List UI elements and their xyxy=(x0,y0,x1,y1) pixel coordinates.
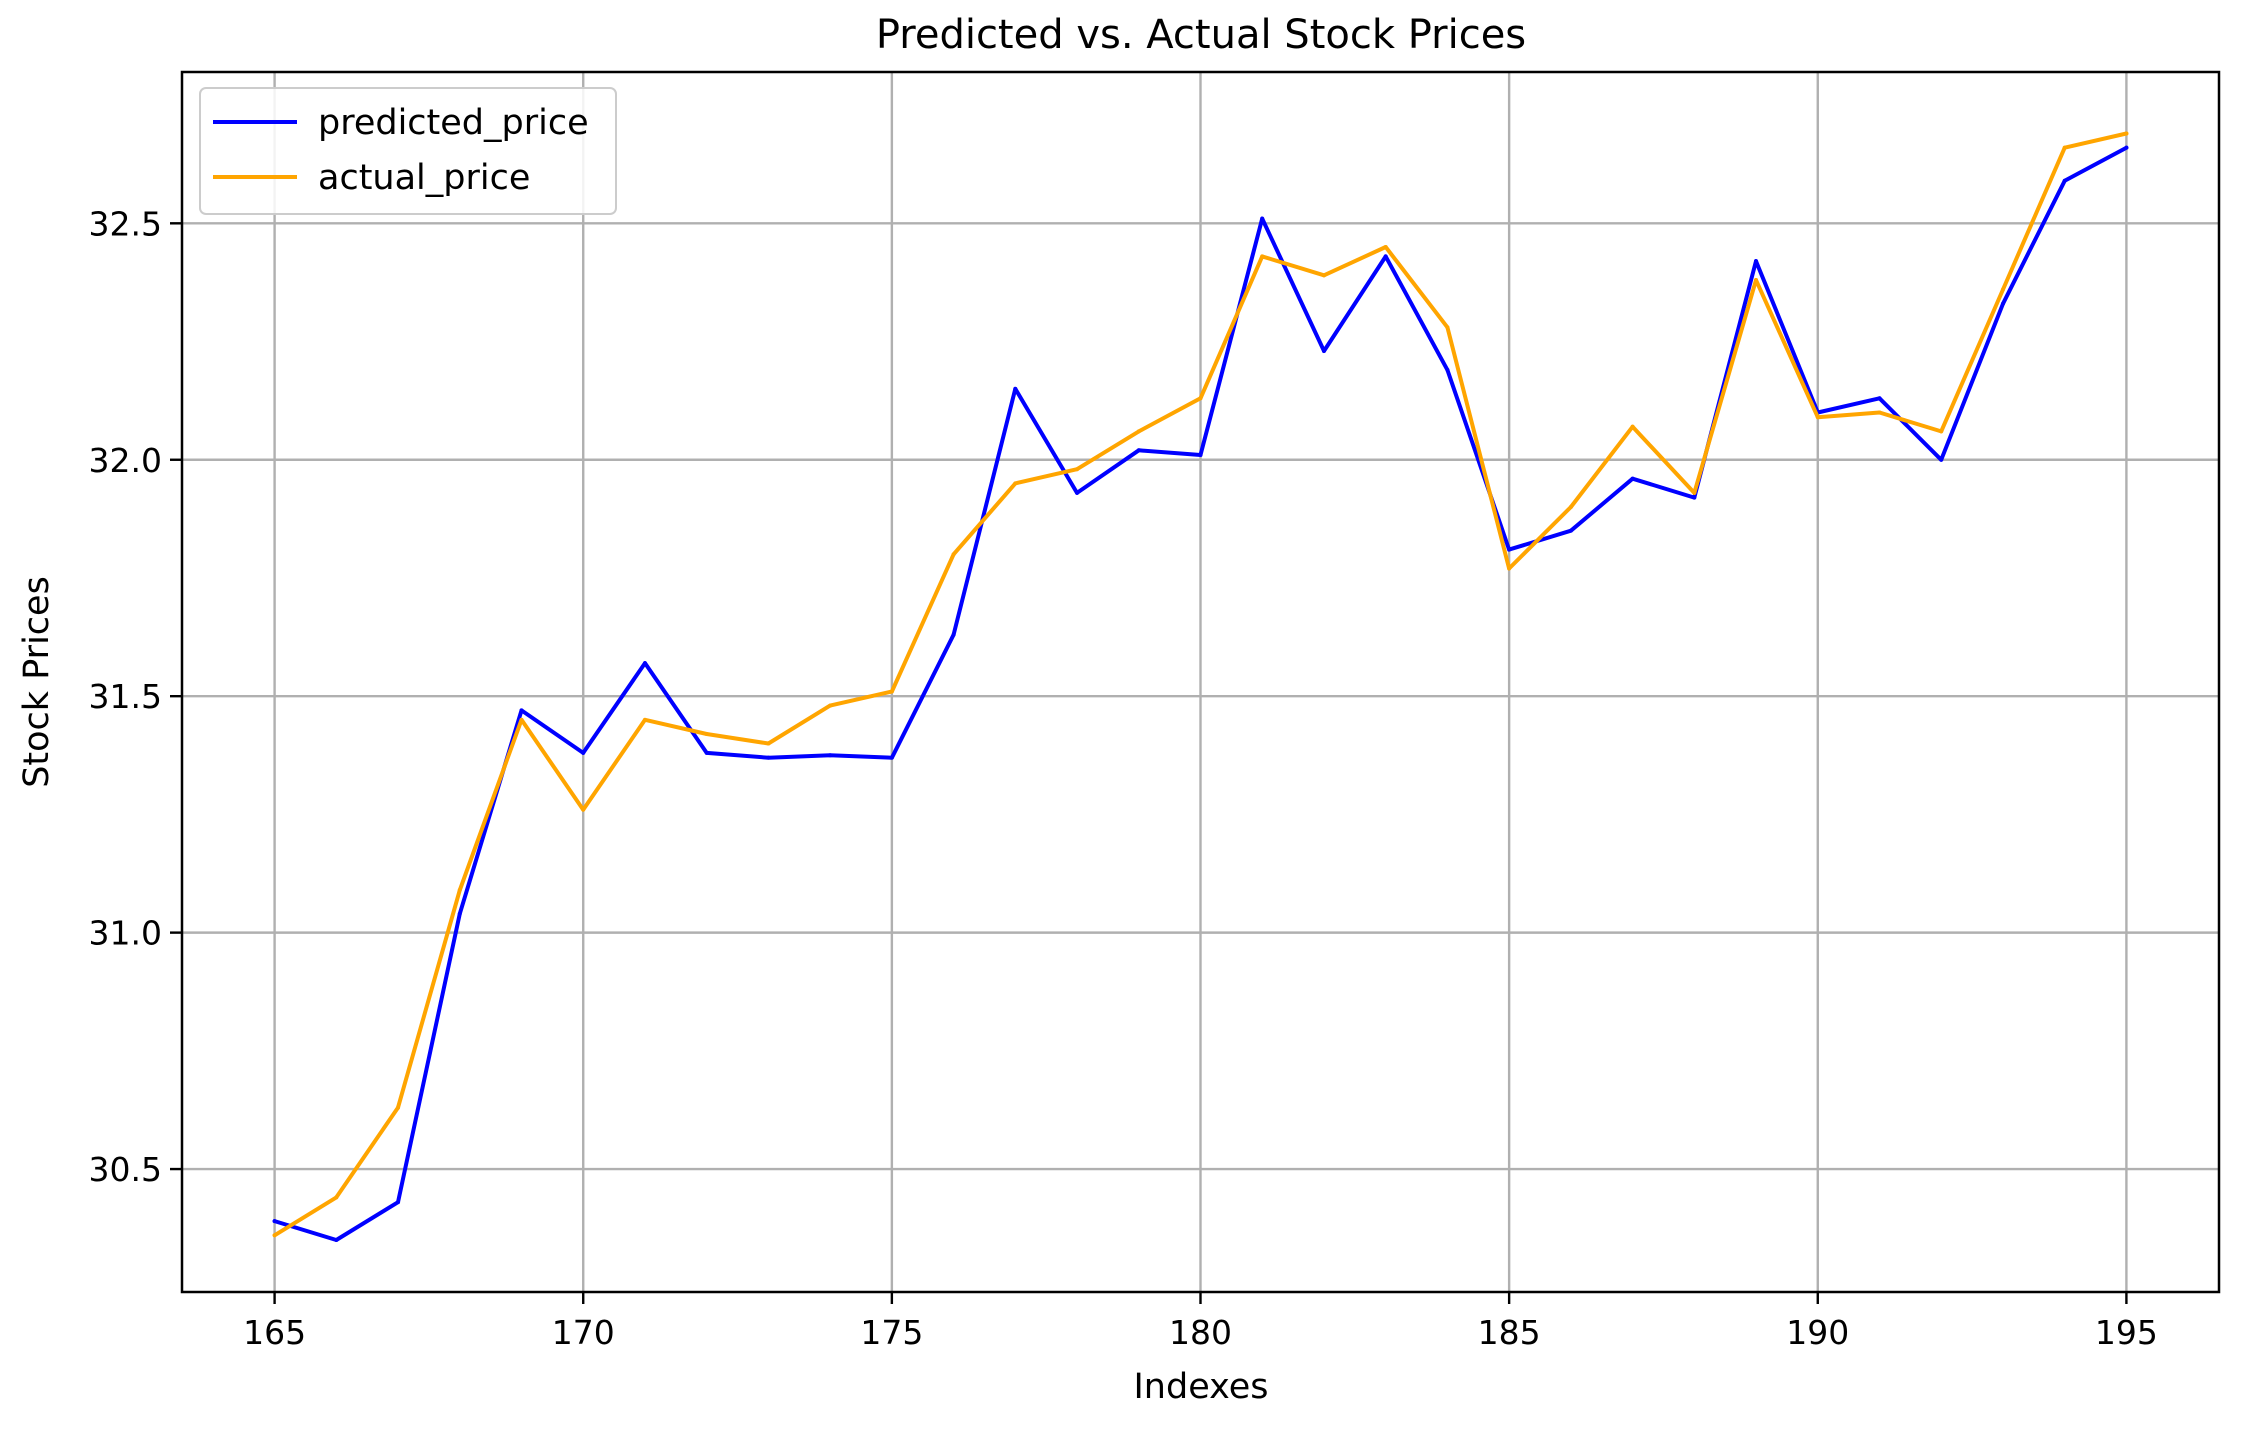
data-point-predicted-price xyxy=(2062,178,2067,183)
data-point-actual-price xyxy=(889,689,894,694)
chart-title: Predicted vs. Actual Stock Prices xyxy=(876,12,1526,58)
data-point-predicted-price xyxy=(951,632,956,637)
data-point-predicted-price xyxy=(334,1237,339,1242)
x-tick-label: 185 xyxy=(1478,1313,1541,1352)
data-point-predicted-price xyxy=(2000,301,2005,306)
x-tick-label: 170 xyxy=(552,1313,615,1352)
data-point-actual-price xyxy=(1507,566,1512,571)
x-tick-label: 190 xyxy=(1786,1313,1849,1352)
data-point-actual-price xyxy=(396,1105,401,1110)
y-tick-label: 31.0 xyxy=(89,914,162,953)
data-point-predicted-price xyxy=(1692,495,1697,500)
y-tick-label: 30.5 xyxy=(89,1150,162,1189)
data-point-predicted-price xyxy=(1754,259,1759,264)
series-layer xyxy=(272,131,2129,1242)
data-point-predicted-price xyxy=(766,755,771,760)
data-point-actual-price xyxy=(272,1233,277,1238)
data-point-predicted-price xyxy=(272,1219,277,1224)
data-point-predicted-price xyxy=(396,1200,401,1205)
data-point-predicted-price xyxy=(1383,254,1388,259)
grid xyxy=(182,72,2219,1292)
data-point-predicted-price xyxy=(1075,490,1080,495)
y-axis-ticks: 30.5 31.0 31.5 32.0 32.5 xyxy=(89,204,182,1189)
data-point-actual-price xyxy=(1939,429,1944,434)
x-tick-label: 180 xyxy=(1169,1313,1232,1352)
x-tick-label: 195 xyxy=(2095,1313,2158,1352)
y-axis-label: Stock Prices xyxy=(17,576,57,788)
data-point-predicted-price xyxy=(1136,448,1141,453)
data-point-predicted-price xyxy=(1198,453,1203,458)
data-point-actual-price xyxy=(828,703,833,708)
data-point-predicted-price xyxy=(1013,386,1018,391)
data-point-predicted-price xyxy=(1939,457,1944,462)
x-axis-ticks: 165 170 175 180 185 190 195 xyxy=(243,1292,2158,1352)
y-tick-label: 32.5 xyxy=(89,204,162,243)
data-point-predicted-price xyxy=(519,708,524,713)
data-point-actual-price xyxy=(457,888,462,893)
data-point-actual-price xyxy=(1013,481,1018,486)
legend-label-actual: actual_price xyxy=(318,158,530,198)
data-point-predicted-price xyxy=(457,911,462,916)
data-point-predicted-price xyxy=(704,750,709,755)
legend-label-predicted: predicted_price xyxy=(318,103,589,143)
y-tick-label: 32.0 xyxy=(89,441,162,480)
data-point-predicted-price xyxy=(1445,367,1450,372)
data-point-actual-price xyxy=(581,807,586,812)
data-point-predicted-price xyxy=(581,750,586,755)
data-point-predicted-price xyxy=(2124,145,2129,150)
data-point-actual-price xyxy=(2000,287,2005,292)
data-point-actual-price xyxy=(1198,396,1203,401)
data-point-actual-price xyxy=(334,1195,339,1200)
data-point-actual-price xyxy=(1877,410,1882,415)
legend: predicted_price actual_price xyxy=(199,87,617,215)
data-point-predicted-price xyxy=(1568,528,1573,533)
data-point-predicted-price xyxy=(889,755,894,760)
data-point-predicted-price xyxy=(1260,216,1265,221)
y-tick-label: 31.5 xyxy=(89,677,162,716)
legend-box xyxy=(199,87,617,215)
data-point-actual-price xyxy=(1568,505,1573,510)
data-point-actual-price xyxy=(951,552,956,557)
data-point-actual-price xyxy=(1383,244,1388,249)
data-point-predicted-price xyxy=(828,753,833,758)
data-point-actual-price xyxy=(2062,145,2067,150)
data-point-actual-price xyxy=(1321,273,1326,278)
data-point-predicted-price xyxy=(1321,348,1326,353)
data-point-actual-price xyxy=(1445,325,1450,330)
x-tick-label: 165 xyxy=(243,1313,306,1352)
data-point-actual-price xyxy=(1075,467,1080,472)
data-point-actual-price xyxy=(704,732,709,737)
data-point-actual-price xyxy=(1630,424,1635,429)
x-tick-label: 175 xyxy=(860,1313,923,1352)
data-point-actual-price xyxy=(2124,131,2129,136)
data-point-actual-price xyxy=(642,717,647,722)
data-point-actual-price xyxy=(766,741,771,746)
data-point-predicted-price xyxy=(1630,476,1635,481)
data-point-predicted-price xyxy=(1877,396,1882,401)
data-point-predicted-price xyxy=(642,661,647,666)
data-point-actual-price xyxy=(1260,254,1265,259)
data-point-predicted-price xyxy=(1507,547,1512,552)
data-point-actual-price xyxy=(1136,429,1141,434)
data-point-actual-price xyxy=(1815,415,1820,420)
data-point-actual-price xyxy=(1692,490,1697,495)
data-point-actual-price xyxy=(1754,278,1759,283)
x-axis-label: Indexes xyxy=(1133,1367,1268,1407)
data-point-actual-price xyxy=(519,717,524,722)
